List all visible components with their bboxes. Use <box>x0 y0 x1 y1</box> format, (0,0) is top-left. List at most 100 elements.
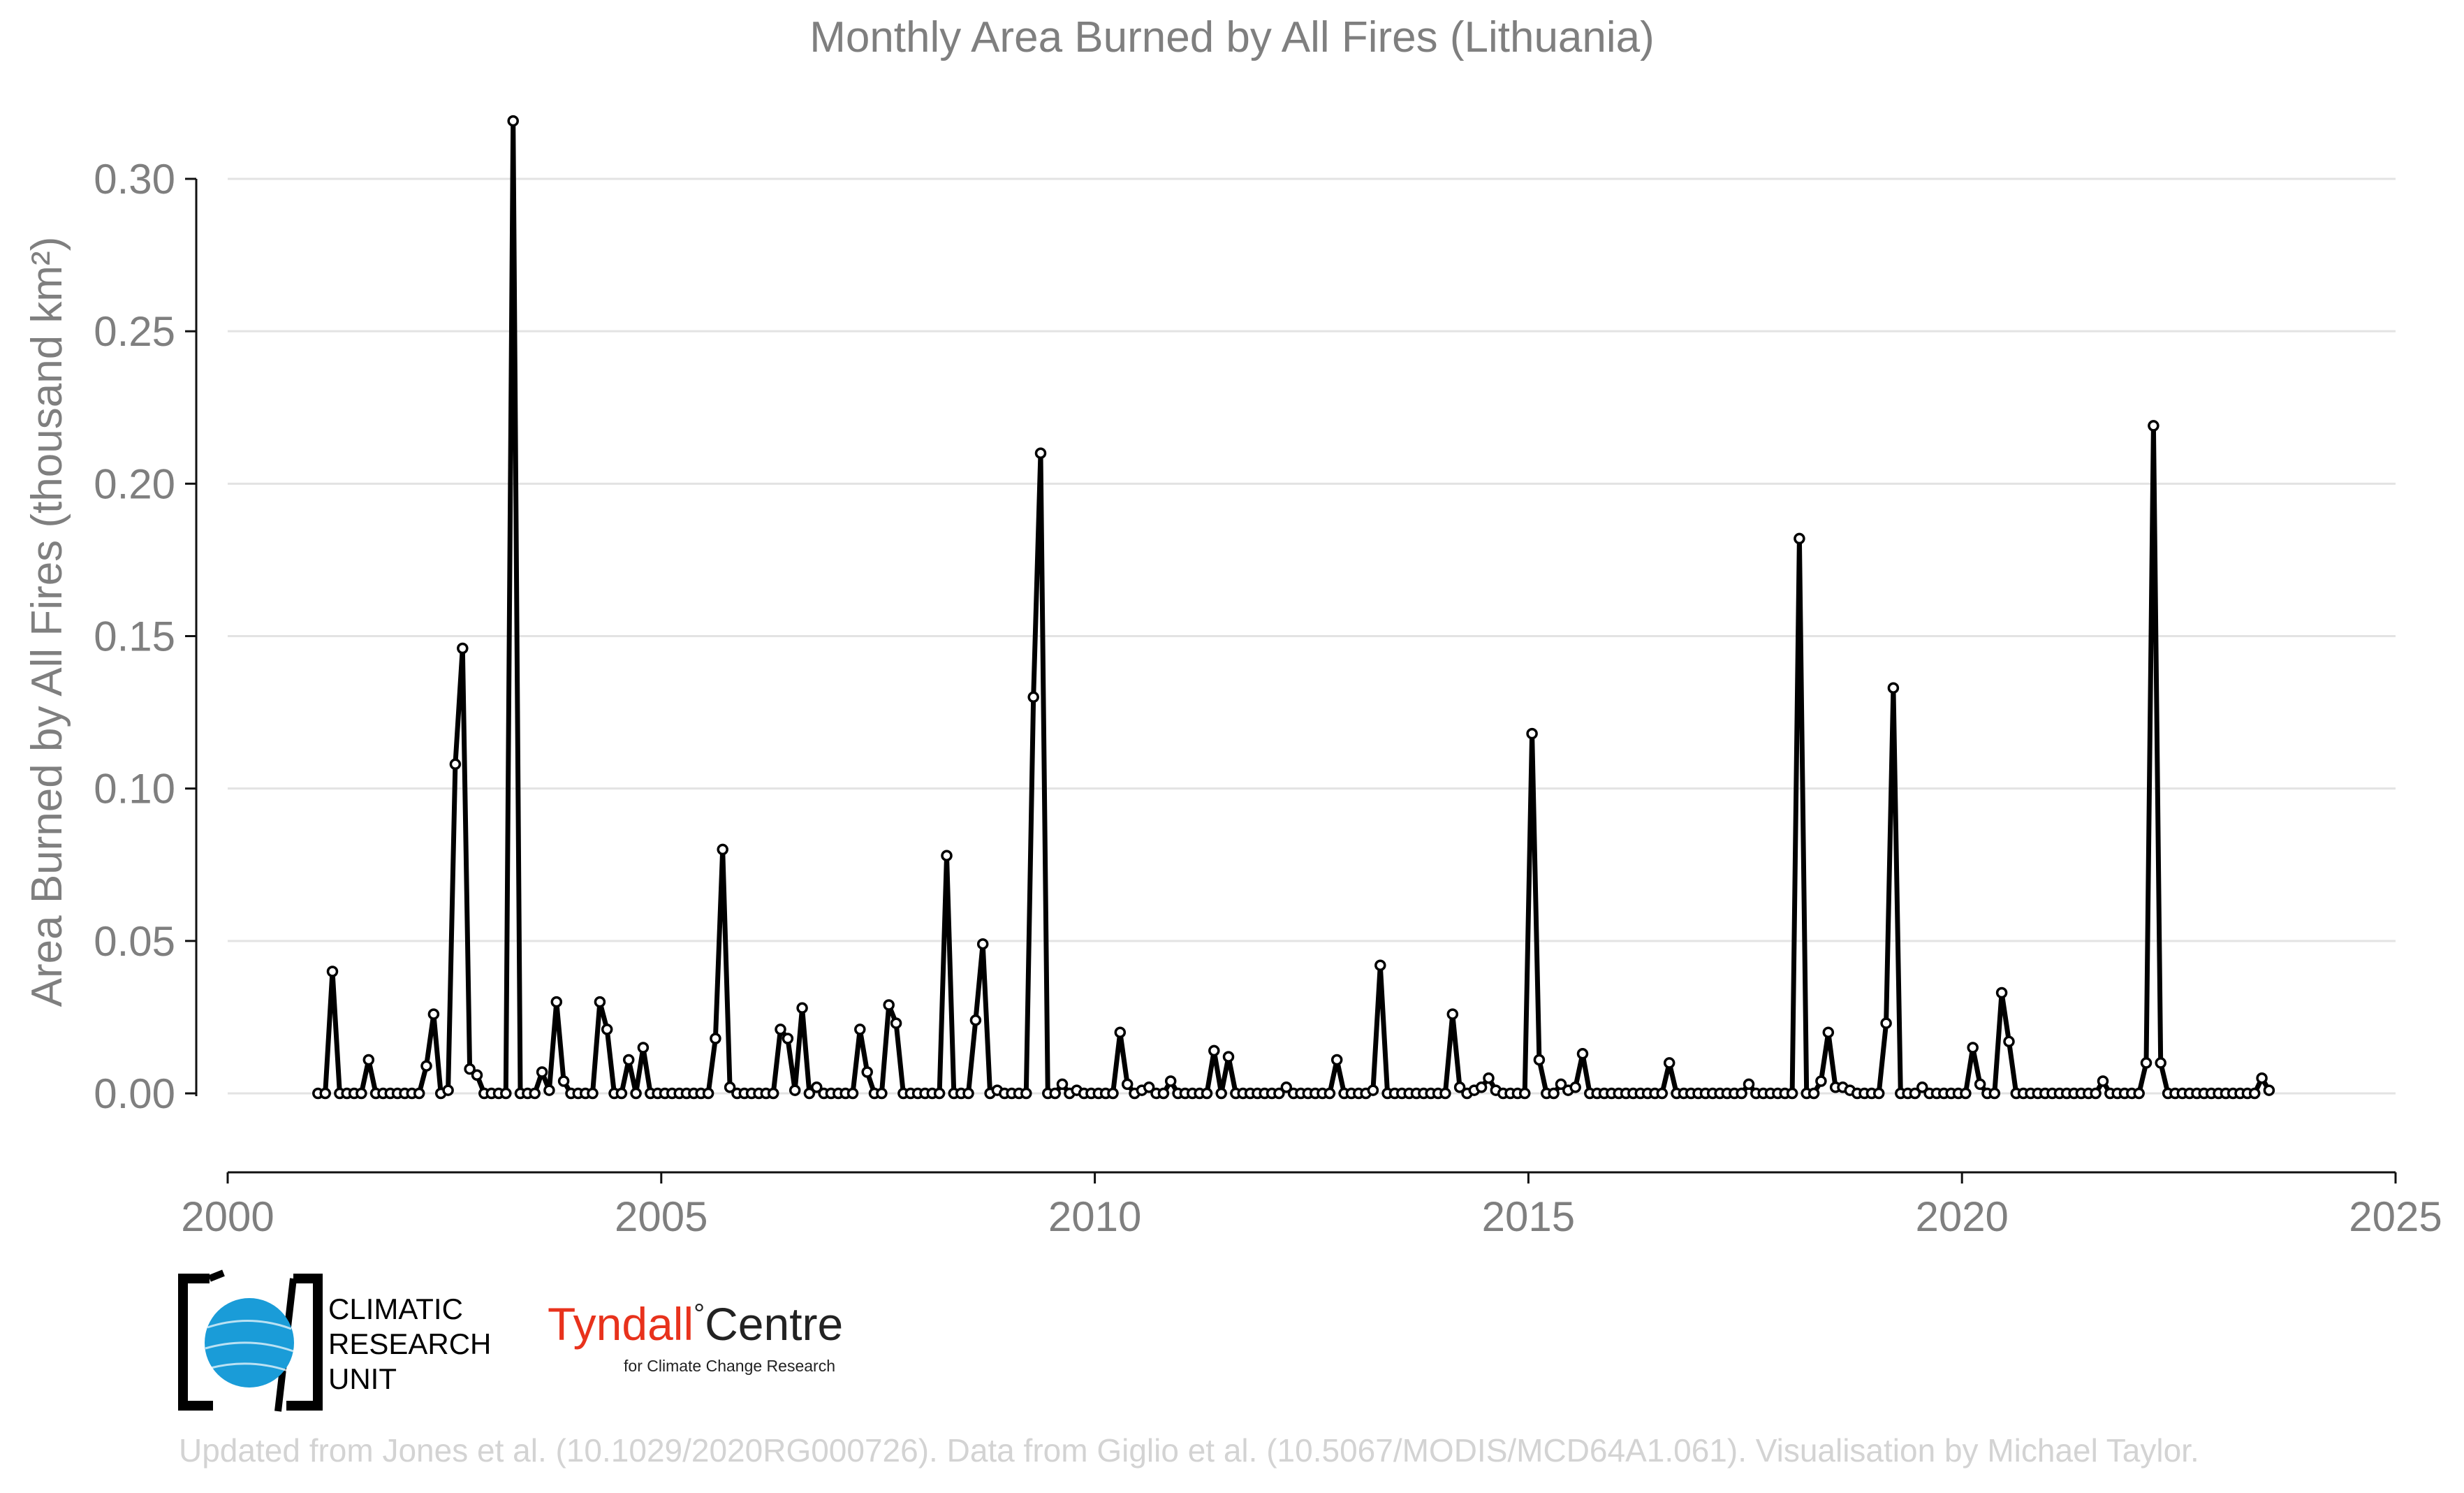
data-point <box>1960 1087 1972 1100</box>
y-tick-label: 0.00 <box>94 1070 175 1117</box>
tyndall-subtitle: for Climate Change Research <box>624 1357 835 1375</box>
data-point <box>464 1063 476 1075</box>
data-point <box>355 1087 367 1100</box>
data-point <box>1555 1078 1567 1091</box>
data-point <box>2133 1087 2145 1100</box>
data-point <box>890 1017 902 1029</box>
data-point <box>876 1087 888 1100</box>
data-point <box>1916 1081 1928 1093</box>
data-point <box>1367 1084 1379 1096</box>
data-point <box>1807 1087 1820 1100</box>
data-point <box>1548 1087 1560 1100</box>
x-tick-label: 2015 <box>1482 1193 1575 1240</box>
data-point <box>1215 1087 1227 1100</box>
data-point <box>587 1087 599 1100</box>
data-point <box>1656 1087 1669 1100</box>
data-point <box>1518 1087 1531 1100</box>
data-point <box>471 1069 483 1081</box>
data-point <box>1743 1078 1755 1091</box>
data-point <box>1909 1087 1921 1100</box>
data-point <box>789 1084 801 1096</box>
data-point <box>2140 1057 2153 1069</box>
data-point <box>846 1087 859 1100</box>
data-point <box>630 1087 642 1100</box>
y-tick-label: 0.10 <box>94 766 175 813</box>
y-axis-label: Area Burned by All Fires (thousand km²) <box>23 237 71 1007</box>
data-point <box>1995 986 2008 999</box>
cru-text-line-1: CLIMATIC <box>328 1292 463 1325</box>
data-point <box>1222 1051 1235 1063</box>
data-point <box>594 996 606 1008</box>
data-point <box>724 1081 736 1093</box>
data-point <box>1020 1087 1032 1100</box>
data-point <box>962 1087 974 1100</box>
x-tick-label: 2010 <box>1048 1193 1141 1240</box>
data-point <box>933 1087 946 1100</box>
series-fire-area <box>312 115 2275 1100</box>
data-point <box>854 1024 866 1035</box>
data-point <box>550 996 563 1008</box>
data-point <box>1056 1078 1069 1091</box>
data-point <box>1034 447 1047 459</box>
data-point <box>1569 1081 1581 1093</box>
data-point <box>2090 1087 2102 1100</box>
data-point <box>1121 1078 1134 1091</box>
data-point <box>1988 1087 2001 1100</box>
gridlines <box>228 177 2396 1095</box>
data-point <box>976 938 989 950</box>
data-point <box>861 1066 873 1078</box>
data-point <box>1872 1087 1885 1100</box>
data-point <box>717 843 728 856</box>
tyndall-brand: Tyndall <box>548 1298 694 1350</box>
data-point <box>1794 532 1805 545</box>
data-point <box>1887 682 1900 694</box>
y-axis-ticks: 0.00 0.05 0.10 0.15 0.20 0.25 0.30 <box>94 156 196 1117</box>
data-point <box>1323 1087 1336 1100</box>
y-tick-label: 0.05 <box>94 918 175 965</box>
data-point <box>1880 1017 1892 1029</box>
data-point <box>2148 420 2159 432</box>
data-point <box>782 1033 794 1044</box>
data-point <box>811 1081 823 1093</box>
data-point <box>941 850 953 861</box>
cru-text-line-3: UNIT <box>328 1362 397 1395</box>
globe-latitude-lines <box>205 1320 294 1372</box>
x-axis-ticks: 2000 2005 2010 2015 2020 2025 <box>181 1172 2442 1240</box>
data-point <box>1533 1054 1546 1066</box>
data-point <box>2155 1057 2166 1069</box>
data-point <box>413 1087 425 1100</box>
data-point <box>1027 691 1039 704</box>
data-point <box>883 999 895 1011</box>
data-point <box>557 1075 570 1087</box>
data-point <box>767 1087 779 1100</box>
data-point <box>1049 1087 1061 1100</box>
data-point <box>622 1054 635 1066</box>
data-point <box>1330 1054 1343 1066</box>
data-point <box>1736 1087 1747 1100</box>
data-point <box>702 1087 714 1100</box>
data-point <box>449 758 462 771</box>
data-point <box>507 115 519 127</box>
data-point <box>420 1060 432 1072</box>
data-point <box>362 1054 375 1066</box>
data-point <box>1663 1057 1675 1069</box>
cru-bracket-left <box>178 1274 213 1411</box>
data-point <box>1453 1081 1466 1093</box>
data-point <box>1114 1026 1127 1038</box>
data-point <box>1208 1044 1220 1057</box>
x-tick-label: 2000 <box>181 1193 274 1240</box>
data-point <box>601 1024 613 1035</box>
chart-title: Monthly Area Burned by All Fires (Lithua… <box>809 13 1655 61</box>
data-point <box>1475 1081 1488 1093</box>
data-point <box>1157 1087 1170 1100</box>
data-point <box>1164 1075 1177 1087</box>
x-tick-label: 2025 <box>2349 1193 2442 1240</box>
data-point <box>543 1084 555 1096</box>
data-point <box>775 1024 786 1035</box>
data-point <box>1576 1048 1589 1060</box>
data-point <box>1201 1087 1213 1100</box>
data-point <box>427 1008 440 1020</box>
data-point <box>1374 959 1386 971</box>
data-point <box>796 1002 808 1014</box>
